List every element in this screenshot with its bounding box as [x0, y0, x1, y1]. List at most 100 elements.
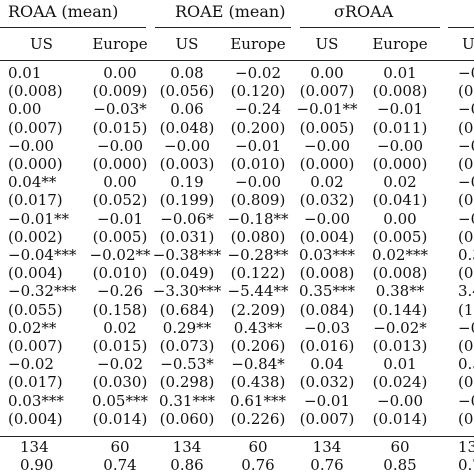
coefficient-cell: −0.3 [458, 318, 474, 337]
observations-cell: 60 [248, 438, 268, 456]
r-squared-cell: 0.86 [170, 456, 204, 474]
coefficient-cell: −0.1 [458, 100, 474, 119]
standard-error-cell: (0.016) [299, 337, 355, 355]
standard-error-cell: (0.004) [8, 264, 63, 283]
coefficient-cell: 0.00 [383, 209, 417, 228]
standard-error-cell: (0.005) [299, 118, 355, 137]
coefficient-cell: −0.00 [304, 209, 350, 228]
column-header: Europe [372, 35, 428, 53]
coefficient-cell: 0.19 [170, 173, 204, 192]
standard-error-cell: (0.000) [299, 155, 355, 173]
coefficient-cell: 0.02** [8, 318, 57, 337]
standard-error-cell: (0.004) [299, 227, 355, 246]
standard-error-cell: (0.010) [230, 155, 286, 173]
standard-error-cell: (0.007) [299, 409, 355, 428]
standard-error-cell: (0.144) [372, 300, 428, 319]
standard-error-cell: (0.032) [299, 373, 355, 392]
standard-error-cell: (0.000) [92, 155, 148, 173]
coefficient-cell: 3.4 [458, 282, 474, 301]
coefficient-cell: −0.06* [160, 209, 214, 228]
standard-error-cell: (0.008) [372, 264, 428, 283]
standard-error-cell: (0.080) [230, 227, 286, 246]
standard-error-cell: (0.008) [372, 82, 428, 101]
coefficient-cell: 0.02*** [372, 246, 428, 264]
standard-error-cell: (0.009) [92, 82, 148, 101]
coefficient-cell: −0.18** [227, 209, 289, 228]
coefficient-cell: −0.03* [93, 100, 147, 119]
column-header: US [315, 35, 339, 53]
coefficient-cell: −0.4 [458, 173, 474, 192]
coefficient-cell: 0.29** [162, 318, 212, 337]
column-header: Europe [230, 35, 286, 53]
coefficient-cell: 0.02 [310, 173, 344, 192]
coefficient-cell: −0.24 [235, 100, 281, 119]
standard-error-cell: (0.007) [299, 82, 355, 101]
standard-error-cell: (0.060) [159, 409, 215, 428]
column-header: US [175, 35, 199, 53]
standard-error-cell: (0.017) [8, 191, 63, 210]
coefficient-cell: −0.00 [8, 136, 54, 155]
observations-cell: 60 [390, 438, 410, 456]
standard-error-cell: (0.030) [92, 373, 148, 392]
coefficient-cell: 0.35*** [299, 282, 355, 301]
coefficient-cell: 0.03*** [8, 391, 64, 410]
standard-error-cell: (0.200) [230, 118, 286, 137]
standard-error-cell: (0.032) [299, 191, 355, 210]
standard-error-cell: (0.4 [458, 373, 474, 392]
standard-error-cell: (0.0 [458, 118, 474, 137]
coefficient-cell: −0.03 [304, 318, 350, 337]
coefficient-cell: −0.01** [296, 100, 358, 119]
coefficient-cell: 0.43** [233, 318, 283, 337]
standard-error-cell: (0.298) [159, 373, 215, 392]
group-rule-roaa [0, 27, 146, 28]
coefficient-cell: 0.61*** [230, 391, 286, 410]
observations-cell: 134 [172, 438, 202, 456]
standard-error-cell: (0.003) [159, 155, 215, 173]
standard-error-cell: (0.017) [8, 373, 63, 392]
group-header-roaa-mean: ROAA (mean) [8, 2, 119, 21]
coefficient-cell: −0.02 [235, 64, 281, 82]
coefficient-cell: 0.02 [103, 318, 137, 337]
standard-error-cell: (0.0 [458, 82, 474, 101]
standard-error-cell: (0.122) [230, 264, 286, 283]
coefficient-cell: 0.38** [375, 282, 425, 301]
coefficient-cell: −0.02 [8, 355, 54, 374]
header-rule [0, 60, 474, 61]
coefficient-cell: −0.01 [235, 136, 281, 155]
coefficient-cell: 0.01 [383, 355, 417, 374]
standard-error-cell: (0.809) [230, 191, 286, 210]
standard-error-cell: (0.158) [92, 300, 148, 319]
standard-error-cell: (0.000) [372, 155, 428, 173]
coefficient-cell: 0.5 [458, 355, 474, 374]
coefficient-cell: −0.01 [304, 391, 350, 410]
column-header: US [30, 35, 53, 53]
coefficient-cell: 0.00 [310, 64, 344, 82]
standard-error-cell: (0.3 [458, 191, 474, 210]
coefficient-cell: −3.30*** [152, 282, 222, 301]
standard-error-cell: (0.684) [159, 300, 215, 319]
coefficient-cell: 0.00 [8, 100, 42, 119]
coefficient-cell: −0.02 [97, 355, 143, 374]
standard-error-cell: (0.1 [458, 337, 474, 355]
standard-error-cell: (0.000) [8, 155, 63, 173]
coefficient-cell: −0.00 [377, 136, 423, 155]
r-squared-cell: 0.74 [103, 456, 137, 474]
standard-error-cell: (0.120) [230, 82, 286, 101]
standard-error-cell: (0.049) [159, 264, 215, 283]
standard-error-cell: (0.010) [92, 264, 148, 283]
coefficient-cell: 0.01 [383, 64, 417, 82]
group-rule-truncated [448, 27, 474, 28]
coefficient-cell: −0.00 [97, 136, 143, 155]
coefficient-cell: −0.00 [304, 136, 350, 155]
coefficient-cell: −0.00 [164, 136, 210, 155]
group-header-sigma-roaa: σROAA [334, 2, 394, 21]
standard-error-cell: (0.008) [8, 82, 63, 101]
coefficient-cell: 0.01 [8, 64, 42, 82]
coefficient-cell: 0.00 [103, 173, 137, 192]
standard-error-cell: (0.226) [230, 409, 286, 428]
coefficient-cell: −0.02* [373, 318, 427, 337]
standard-error-cell: (0.002) [8, 227, 63, 246]
coefficient-cell: 0.05*** [92, 391, 148, 410]
coefficient-cell: −0.26 [97, 282, 143, 301]
r-squared-cell: 0.76 [241, 456, 275, 474]
